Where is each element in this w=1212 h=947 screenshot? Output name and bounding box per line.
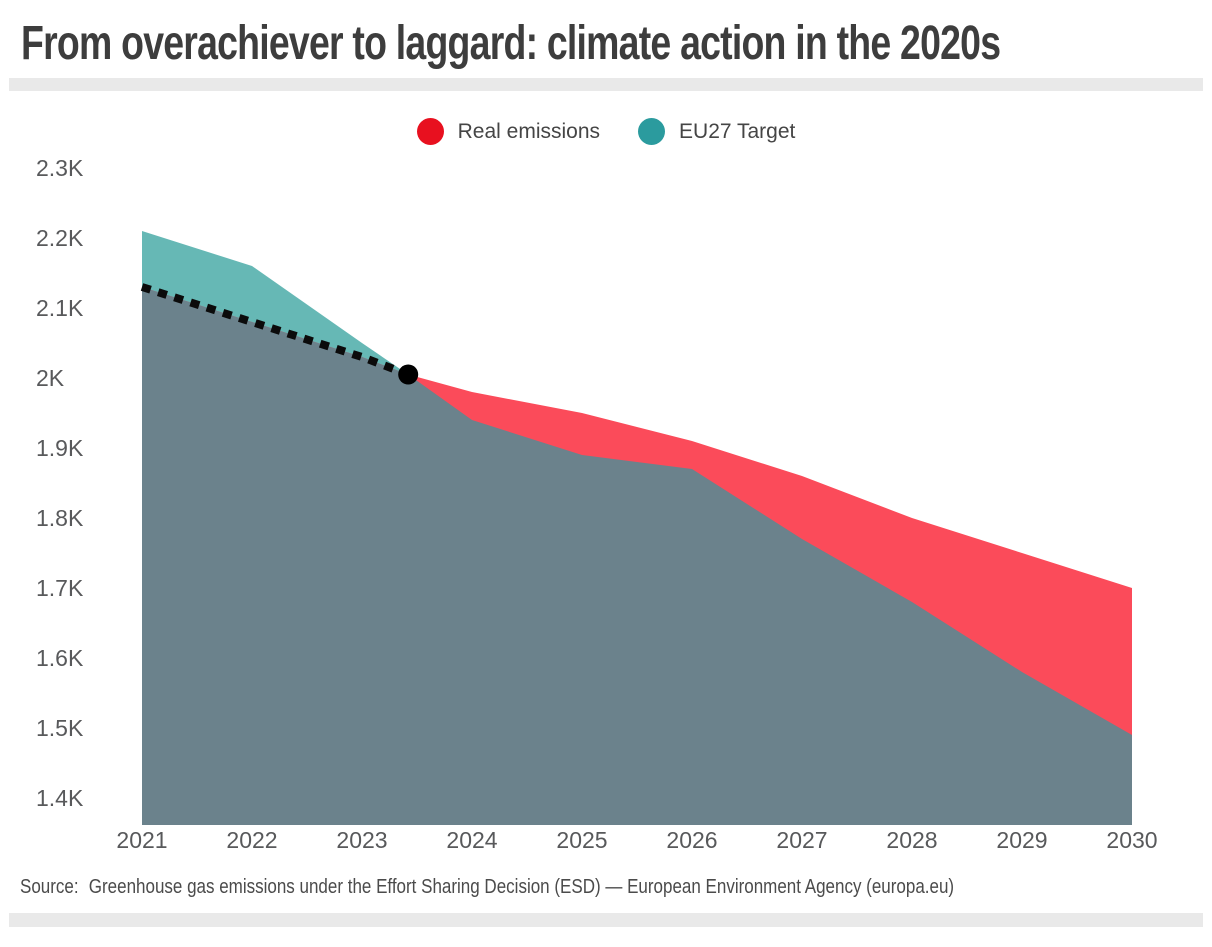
y-tick-label: 2.2K xyxy=(36,225,84,251)
y-tick-label: 1.6K xyxy=(36,645,84,671)
y-tick-label: 1.7K xyxy=(36,575,84,601)
x-tick-label: 2030 xyxy=(1106,827,1157,853)
x-tick-label: 2025 xyxy=(556,827,607,853)
source-note: Source: Greenhouse gas emissions under th… xyxy=(20,876,954,899)
y-tick-label: 1.5K xyxy=(36,715,84,741)
chart-legend: Real emissions EU27 Target xyxy=(0,118,1212,145)
legend-item-eu27-target: EU27 Target xyxy=(638,118,795,145)
real-emissions-swatch-icon xyxy=(416,118,444,145)
legend-item-real-emissions: Real emissions xyxy=(416,118,601,145)
x-tick-label: 2028 xyxy=(886,827,937,853)
source-text: Greenhouse gas emissions under the Effor… xyxy=(88,876,955,898)
top-divider-bar xyxy=(9,78,1203,91)
legend-label: Real emissions xyxy=(457,119,601,143)
y-tick-label: 2.1K xyxy=(36,295,84,321)
x-tick-label: 2029 xyxy=(996,827,1047,853)
y-tick-label: 2.3K xyxy=(36,155,84,181)
x-tick-label: 2027 xyxy=(776,827,827,853)
crossing-marker-dot xyxy=(398,364,419,385)
x-tick-label: 2022 xyxy=(226,827,277,853)
bottom-divider-bar xyxy=(9,913,1203,927)
y-tick-label: 1.8K xyxy=(36,505,84,531)
x-tick-label: 2024 xyxy=(446,827,497,853)
source-label: Source: xyxy=(20,876,79,898)
y-tick-label: 1.9K xyxy=(36,435,84,461)
eu27-target-swatch-icon xyxy=(638,118,666,145)
x-tick-label: 2021 xyxy=(116,827,167,853)
x-tick-label: 2026 xyxy=(666,827,717,853)
page-title: From overachiever to laggard: climate ac… xyxy=(21,17,1001,70)
dotted-real-history-line xyxy=(140,283,410,379)
legend-label: EU27 Target xyxy=(679,119,796,143)
y-tick-label: 1.4K xyxy=(36,785,84,811)
x-tick-label: 2023 xyxy=(336,827,387,853)
overlap-area xyxy=(142,287,1132,825)
y-tick-label: 2K xyxy=(36,365,65,391)
